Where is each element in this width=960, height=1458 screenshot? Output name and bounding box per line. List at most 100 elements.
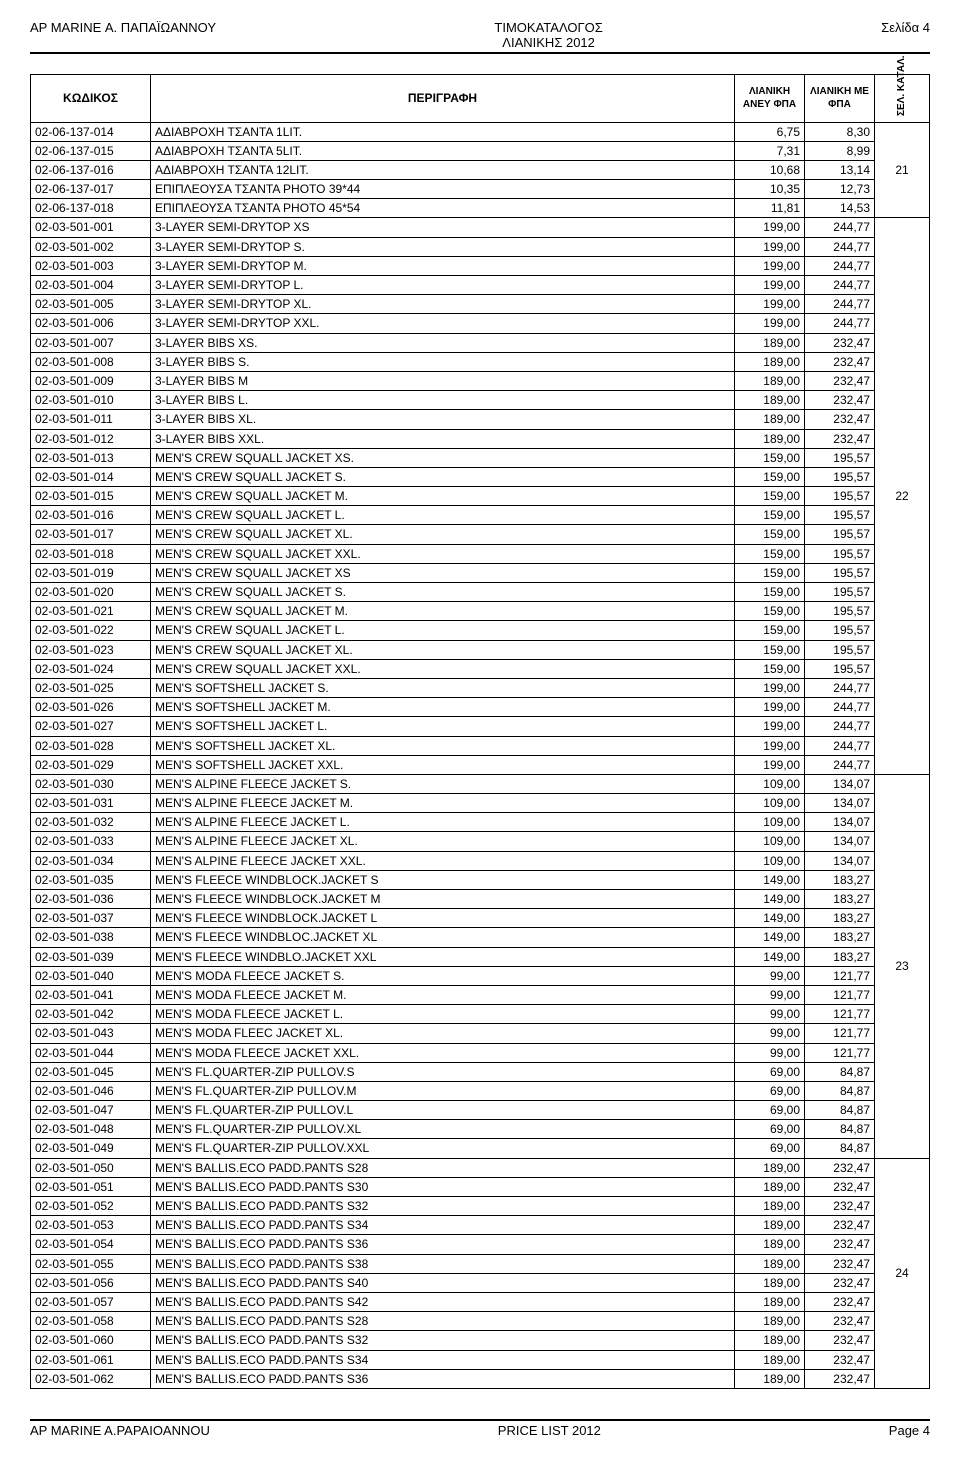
cell-price-novat: 189,00 [735,1292,805,1311]
cell-price-novat: 159,00 [735,583,805,602]
cell-desc: MEN'S SOFTSHELL JACKET S. [151,678,735,697]
cell-code: 02-03-501-006 [31,314,151,333]
table-row: 02-03-501-058MEN'S BALLIS.ECO PADD.PANTS… [31,1312,930,1331]
cell-desc: MEN'S FLEECE WINDBLOCK.JACKET M [151,890,735,909]
cell-price-novat: 189,00 [735,333,805,352]
header-page: Σελίδα 4 [881,20,930,35]
table-row: 02-03-501-039MEN'S FLEECE WINDBLO.JACKET… [31,947,930,966]
cell-price-novat: 11,81 [735,199,805,218]
table-row: 02-03-501-029MEN'S SOFTSHELL JACKET XXL.… [31,755,930,774]
cell-desc: MEN'S BALLIS.ECO PADD.PANTS S42 [151,1292,735,1311]
cell-desc: MEN'S ALPINE FLEECE JACKET XL. [151,832,735,851]
cell-desc: MEN'S CREW SQUALL JACKET XL. [151,525,735,544]
cell-price-novat: 189,00 [735,1235,805,1254]
col-cat-page: ΣΕΛ. ΚΑΤΑΛ. [875,75,930,123]
cell-desc: MEN'S FL.QUARTER-ZIP PULLOV.M [151,1081,735,1100]
table-row: 02-03-501-046MEN'S FL.QUARTER-ZIP PULLOV… [31,1081,930,1100]
cell-code: 02-03-501-022 [31,621,151,640]
cell-price-novat: 99,00 [735,1043,805,1062]
header-title-line1: ΤΙΜΟΚΑΤΑΛΟΓΟΣ [494,20,602,35]
cell-price-novat: 199,00 [735,698,805,717]
cell-code: 02-03-501-002 [31,237,151,256]
cell-code: 02-03-501-046 [31,1081,151,1100]
cell-price-novat: 159,00 [735,621,805,640]
cell-desc: MEN'S FL.QUARTER-ZIP PULLOV.S [151,1062,735,1081]
cell-price-novat: 159,00 [735,659,805,678]
cell-price-vat: 195,57 [805,659,875,678]
cell-desc: ΕΠΙΠΛΕΟΥΣΑ ΤΣΑΝΤΑ PHOTO 39*44 [151,180,735,199]
cell-code: 02-03-501-045 [31,1062,151,1081]
cell-code: 02-03-501-058 [31,1312,151,1331]
cell-price-novat: 189,00 [735,1273,805,1292]
cell-code: 02-03-501-020 [31,583,151,602]
cell-desc: MEN'S MODA FLEECE JACKET S. [151,966,735,985]
cell-desc: MEN'S BALLIS.ECO PADD.PANTS S28 [151,1158,735,1177]
cell-desc: ΑΔΙΑΒΡΟΧΗ ΤΣΑΝΤΑ 12LIT. [151,160,735,179]
table-row: 02-03-501-030MEN'S ALPINE FLEECE JACKET … [31,774,930,793]
cell-desc: MEN'S BALLIS.ECO PADD.PANTS S28 [151,1312,735,1331]
cell-price-vat: 232,47 [805,333,875,352]
cell-price-vat: 195,57 [805,448,875,467]
cell-desc: ΑΔΙΑΒΡΟΧΗ ΤΣΑΝΤΑ 1LIT. [151,122,735,141]
table-row: 02-03-501-054MEN'S BALLIS.ECO PADD.PANTS… [31,1235,930,1254]
cell-price-novat: 99,00 [735,1005,805,1024]
cell-code: 02-03-501-018 [31,544,151,563]
header-title: ΤΙΜΟΚΑΤΑΛΟΓΟΣ ΛΙΑΝΙΚΗΣ 2012 [494,20,602,50]
cell-price-novat: 99,00 [735,1024,805,1043]
table-row: 02-03-501-0063-LAYER SEMI-DRYTOP XXL.199… [31,314,930,333]
table-row: 02-03-501-019MEN'S CREW SQUALL JACKET XS… [31,563,930,582]
cell-price-vat: 134,07 [805,813,875,832]
cell-code: 02-03-501-004 [31,276,151,295]
cell-code: 02-06-137-015 [31,141,151,160]
table-row: 02-03-501-018MEN'S CREW SQUALL JACKET XX… [31,544,930,563]
cell-price-vat: 244,77 [805,218,875,237]
cell-code: 02-03-501-027 [31,717,151,736]
cell-desc: MEN'S CREW SQUALL JACKET L. [151,621,735,640]
table-row: 02-03-501-040MEN'S MODA FLEECE JACKET S.… [31,966,930,985]
cell-price-novat: 199,00 [735,736,805,755]
table-row: 02-03-501-061MEN'S BALLIS.ECO PADD.PANTS… [31,1350,930,1369]
cell-price-novat: 199,00 [735,678,805,697]
cell-desc: MEN'S FL.QUARTER-ZIP PULLOV.XL [151,1120,735,1139]
cell-desc: 3-LAYER BIBS XS. [151,333,735,352]
cell-price-novat: 149,00 [735,870,805,889]
cell-code: 02-03-501-017 [31,525,151,544]
cell-price-novat: 69,00 [735,1062,805,1081]
cell-price-vat: 244,77 [805,295,875,314]
cell-desc: MEN'S BALLIS.ECO PADD.PANTS S34 [151,1216,735,1235]
cell-price-vat: 244,77 [805,276,875,295]
table-row: 02-03-501-043MEN'S MODA FLEEC JACKET XL.… [31,1024,930,1043]
table-row: 02-03-501-042MEN'S MODA FLEECE JACKET L.… [31,1005,930,1024]
cell-price-vat: 244,77 [805,698,875,717]
table-row: 02-06-137-015ΑΔΙΑΒΡΟΧΗ ΤΣΑΝΤΑ 5LIT.7,318… [31,141,930,160]
table-row: 02-03-501-025MEN'S SOFTSHELL JACKET S.19… [31,678,930,697]
cell-desc: 3-LAYER SEMI-DRYTOP XXL. [151,314,735,333]
cell-code: 02-06-137-018 [31,199,151,218]
cell-code: 02-03-501-007 [31,333,151,352]
cell-price-novat: 149,00 [735,890,805,909]
cell-desc: MEN'S FL.QUARTER-ZIP PULLOV.L [151,1101,735,1120]
cell-code: 02-03-501-008 [31,352,151,371]
cell-price-novat: 159,00 [735,640,805,659]
cell-price-novat: 149,00 [735,947,805,966]
cell-desc: MEN'S MODA FLEECE JACKET XXL. [151,1043,735,1062]
cell-price-vat: 232,47 [805,1158,875,1177]
cell-price-novat: 189,00 [735,391,805,410]
cell-code: 02-03-501-023 [31,640,151,659]
cell-code: 02-03-501-039 [31,947,151,966]
cell-desc: 3-LAYER SEMI-DRYTOP L. [151,276,735,295]
cell-code: 02-03-501-044 [31,1043,151,1062]
cell-desc: 3-LAYER BIBS S. [151,352,735,371]
cell-price-novat: 99,00 [735,966,805,985]
table-row: 02-03-501-033MEN'S ALPINE FLEECE JACKET … [31,832,930,851]
cell-desc: MEN'S ALPINE FLEECE JACKET S. [151,774,735,793]
cell-price-vat: 84,87 [805,1120,875,1139]
cell-price-vat: 195,57 [805,621,875,640]
cell-code: 02-06-137-017 [31,180,151,199]
table-row: 02-03-501-0113-LAYER BIBS XL.189,00232,4… [31,410,930,429]
cell-code: 02-03-501-055 [31,1254,151,1273]
table-row: 02-03-501-051MEN'S BALLIS.ECO PADD.PANTS… [31,1177,930,1196]
header-title-line2: ΛΙΑΝΙΚΗΣ 2012 [494,35,602,50]
cell-price-vat: 244,77 [805,314,875,333]
col-code: ΚΩΔΙΚΟΣ [31,75,151,123]
